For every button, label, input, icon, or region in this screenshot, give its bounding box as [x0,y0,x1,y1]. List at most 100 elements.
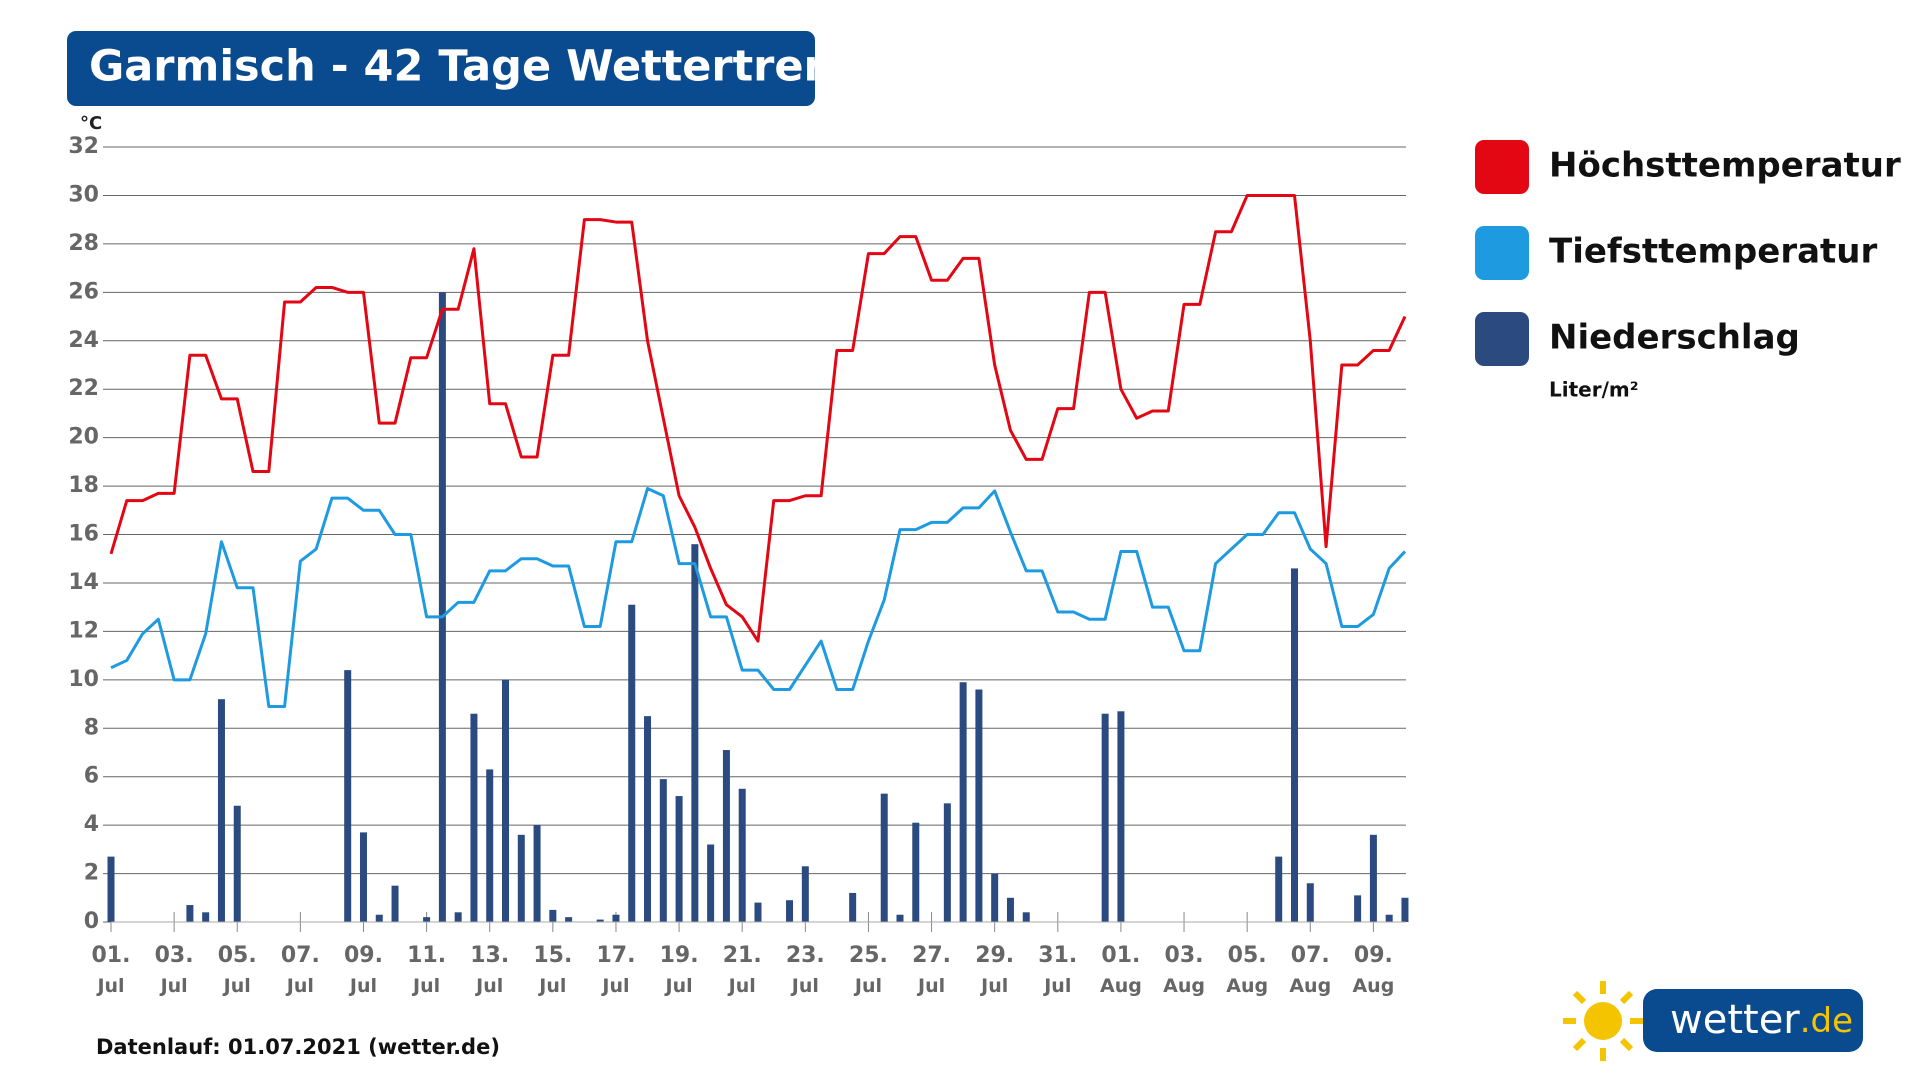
x-tick-label: 01. Aug [1100,943,1142,997]
precipitation-bar [1306,883,1314,922]
legend-swatch [1475,140,1529,194]
x-tick-label: 07. Jul [281,943,320,997]
precipitation-bar [754,902,762,922]
x-tick-label: 31. Jul [1038,943,1077,997]
logo-sun [1584,1002,1622,1040]
precipitation-bar [186,905,194,922]
precipitation-bar [722,750,730,922]
x-tick-label: 09. Aug [1352,943,1394,997]
precipitation-bar [1369,834,1377,922]
x-tick-label: 05. Aug [1226,943,1268,997]
precipitation-bar [959,682,967,922]
y-tick-label: 6 [84,764,99,789]
y-tick-label: 16 [68,522,99,547]
y-tick-label: 28 [68,231,99,256]
chart-title: Garmisch - 42 Tage Wettertrend [89,42,865,92]
precipitation-bar [1354,895,1362,922]
precipitation-bar [991,873,999,922]
precipitation-bar [1275,856,1283,922]
precipitation-bar [233,805,241,922]
precipitation-bar [344,670,352,922]
y-tick-label: 0 [84,909,99,934]
x-tick-label: 23. Jul [786,943,825,997]
title-box [67,31,815,106]
x-tick-label: 15. Jul [533,943,572,997]
precipitation-bar [1291,568,1298,922]
precipitation-bar [470,713,478,922]
precipitation-bar [454,912,462,922]
legend-label: Niederschlag [1549,318,1800,358]
precipitation-bar [738,788,746,922]
x-tick-label: 17. Jul [596,943,635,997]
x-tick-label: 09. Jul [344,943,383,997]
x-tick-label: 29. Jul [975,943,1014,997]
precipitation-bar [391,885,399,922]
legend-label: Höchsttemperatur [1549,146,1901,186]
footnote: Datenlauf: 01.07.2021 (wetter.de) [96,1035,500,1059]
precipitation-bar [1006,897,1014,922]
precipitation-bar [1401,897,1409,922]
precipitation-bar [107,856,115,922]
precipitation-bar [549,909,557,922]
y-tick-label: 14 [68,570,99,595]
logo-tld: .de [1800,1001,1853,1041]
x-tick-label: 03. Jul [155,943,194,997]
precipitation-bar [217,699,225,922]
temperature-line [109,193,1407,643]
legend-swatch [1475,312,1529,366]
y-tick-label: 10 [68,667,99,692]
logo: wetter.de [1563,981,1863,1061]
y-unit: °C [80,113,102,134]
y-tick-label: 20 [68,425,99,450]
precipitation-bar [359,832,367,922]
precipitation-bar [1385,914,1393,922]
legend-unit: Liter/m² [1549,378,1639,402]
legend-label: Tiefsttemperatur [1549,232,1877,272]
precipitation-bar [502,679,509,922]
precipitation-bar [533,825,541,922]
precipitation-bar [644,716,652,922]
precipitation-bar [675,796,683,922]
x-tick-label: 03. Aug [1163,943,1205,997]
precipitation-bar [486,769,494,922]
precipitation-bar [801,866,809,922]
precipitation-bar [975,689,983,922]
y-tick-label: 26 [68,279,99,304]
precipitation-bar [691,544,699,922]
precipitation-bar [1117,711,1125,922]
precipitation-bar [628,604,636,922]
logo-sun-rays [1563,981,1643,1061]
precipitation-bar [438,292,446,922]
x-tick-label: 19. Jul [660,943,699,997]
logo-name: wetter [1670,997,1800,1043]
x-tick-label: 07. Aug [1289,943,1331,997]
x-tick-label: 27. Jul [912,943,951,997]
precipitation-bar [596,919,604,922]
legend-swatch [1475,226,1529,280]
y-tick-label: 12 [68,618,99,643]
precipitation-bar [1022,912,1030,922]
y-tick-label: 2 [84,861,99,886]
precipitation-bar [1101,713,1109,922]
precipitation-bar [880,793,888,922]
x-tick-label: 13. Jul [470,943,509,997]
y-tick-label: 18 [68,473,99,498]
y-tick-label: 8 [84,715,99,740]
precipitation-bar [517,834,525,922]
x-tick-label: 11. Jul [407,943,446,997]
precipitation-bar [849,892,857,922]
precipitation-bar [565,917,573,922]
precipitation-bar [423,917,431,922]
precipitation-bar [707,844,715,922]
x-tick-label: 21. Jul [723,943,762,997]
y-tick-label: 24 [68,328,99,353]
precipitation-bar [659,779,667,922]
y-tick-label: 32 [68,134,99,159]
y-tick-label: 22 [68,376,99,401]
x-tick-label: 05. Jul [218,943,257,997]
precipitation-bar [786,900,794,922]
logo-box [1643,989,1863,1052]
temperature-line [110,486,1407,708]
x-tick-label: 01. Jul [92,943,131,997]
y-tick-label: 4 [84,812,99,837]
